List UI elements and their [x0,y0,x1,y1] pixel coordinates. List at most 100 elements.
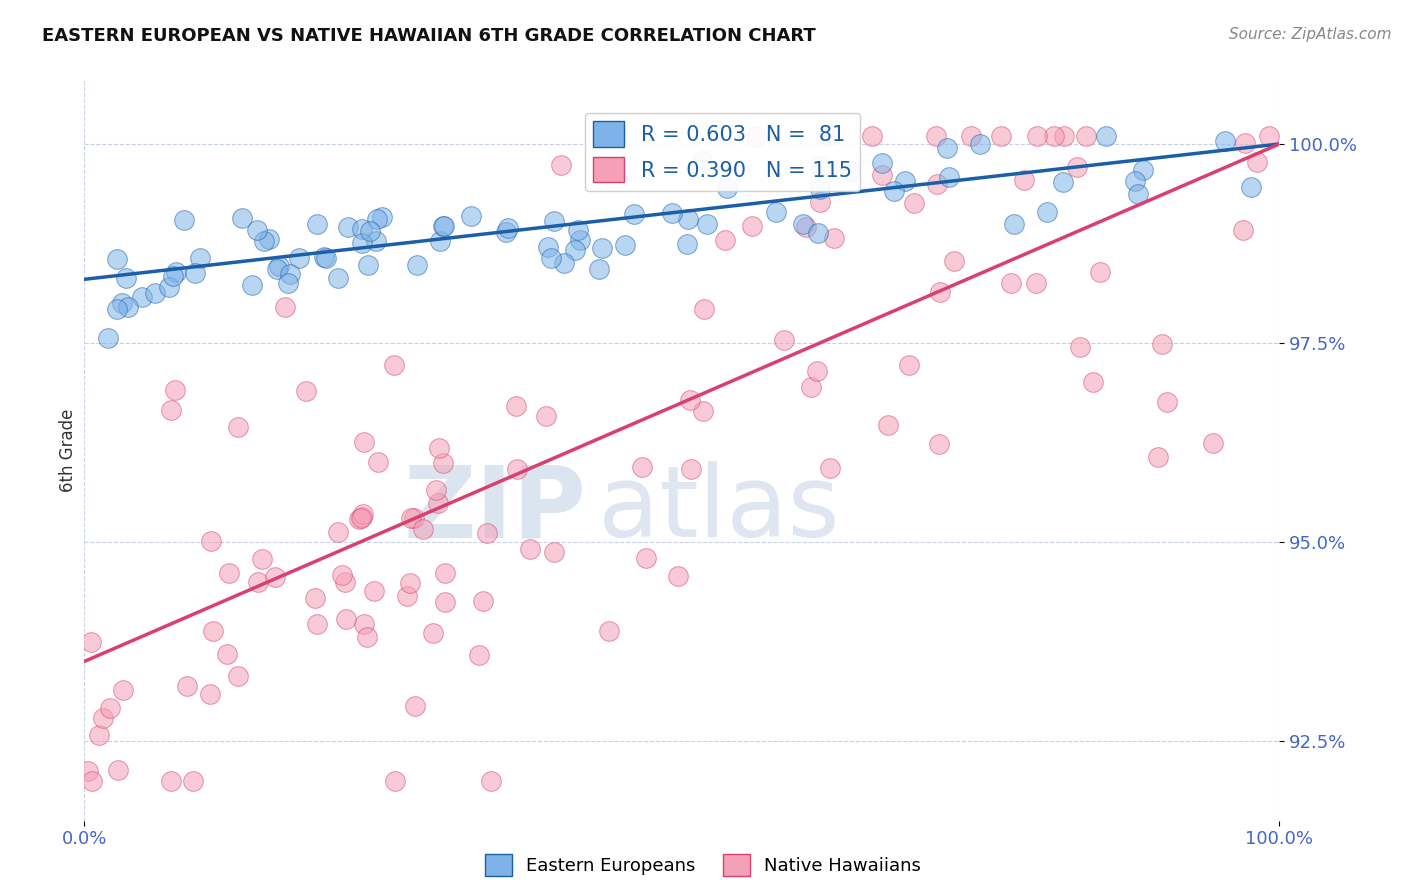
Point [1233,136,1256,150]
Point [1012,173,1035,187]
Point [330,567,353,582]
Point [1152,337,1174,351]
Point [792,217,814,231]
Point [80,773,103,788]
Point [115,270,138,285]
Point [240,277,263,292]
Point [326,270,349,285]
Point [927,177,949,191]
Point [661,206,683,220]
Point [395,589,418,603]
Point [181,773,204,788]
Point [1246,155,1268,169]
Point [353,435,375,450]
Point [796,219,818,234]
Point [352,510,374,524]
Point [353,617,375,632]
Point [823,231,845,245]
Point [479,773,502,788]
Point [1258,128,1281,143]
Point [91,711,114,725]
Point [295,384,318,398]
Point [696,217,718,231]
Point [1240,179,1263,194]
Point [363,583,385,598]
Point [245,222,267,236]
Text: atlas: atlas [599,461,839,558]
Point [277,277,299,291]
Point [159,773,181,788]
Point [714,233,737,247]
Point [1002,217,1025,231]
Point [898,358,921,372]
Point [384,773,406,788]
Point [412,522,434,536]
Point [496,220,519,235]
Point [550,158,572,172]
Point [810,159,832,173]
Point [399,511,422,525]
Point [404,699,426,714]
Point [315,251,337,265]
Point [765,204,787,219]
Point [278,268,301,282]
Point [925,128,948,143]
Point [228,420,250,434]
Y-axis label: 6th Grade: 6th Grade [59,409,77,492]
Point [872,155,894,169]
Point [591,241,613,255]
Point [588,262,610,277]
Point [472,594,495,608]
Point [860,128,883,143]
Point [614,238,637,252]
Point [505,399,527,413]
Point [460,209,482,223]
Point [304,591,326,605]
Text: ZIP: ZIP [404,461,586,558]
Point [634,551,657,566]
Point [1025,277,1047,291]
Point [366,212,388,227]
Point [107,763,129,777]
Point [806,364,828,378]
Point [350,511,373,525]
Point [162,268,184,283]
Point [98,700,121,714]
Point [959,128,981,143]
Point [266,261,288,276]
Point [231,211,253,225]
Point [807,226,830,240]
Point [267,260,290,274]
Point [160,403,183,417]
Point [131,290,153,304]
Point [173,213,195,227]
Point [942,254,965,268]
Point [1126,186,1149,201]
Point [433,219,456,234]
Point [1202,435,1225,450]
Point [678,212,700,227]
Point [382,358,405,372]
Point [246,575,269,590]
Point [692,404,714,418]
Point [402,511,425,525]
Point [350,236,373,251]
Point [1074,128,1097,143]
Point [97,331,120,345]
Point [425,483,447,497]
Point [1213,134,1236,148]
Point [567,223,589,237]
Point [744,129,766,144]
Point [929,285,952,299]
Point [333,574,356,589]
Point [692,301,714,316]
Point [1090,265,1112,279]
Point [87,728,110,742]
Point [877,418,900,433]
Point [201,624,224,638]
Point [312,250,335,264]
Point [969,136,991,151]
Point [534,409,557,423]
Point [253,234,276,248]
Point [1123,174,1146,188]
